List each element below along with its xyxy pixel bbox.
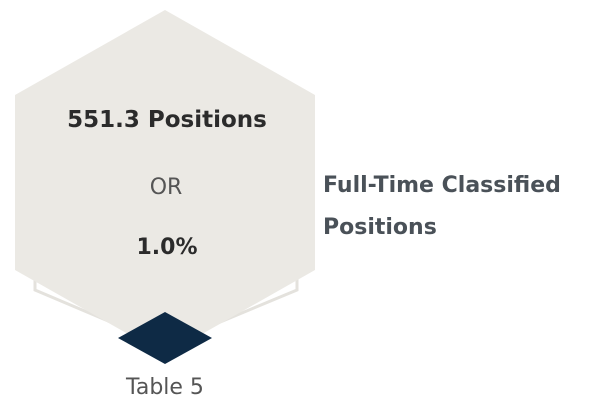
diamond xyxy=(118,312,212,364)
hexagon-percent: 1.0% xyxy=(136,235,197,260)
hexagon-value: 551.3 Positions xyxy=(67,107,267,133)
hexagon-separator: OR xyxy=(150,175,183,200)
caption: Table 5 xyxy=(125,375,204,400)
label: Full-Time Classified Positions xyxy=(323,173,561,240)
hexagon xyxy=(15,10,315,355)
label-line: Full-Time Classified xyxy=(323,173,561,198)
label-line: Positions xyxy=(323,215,437,240)
